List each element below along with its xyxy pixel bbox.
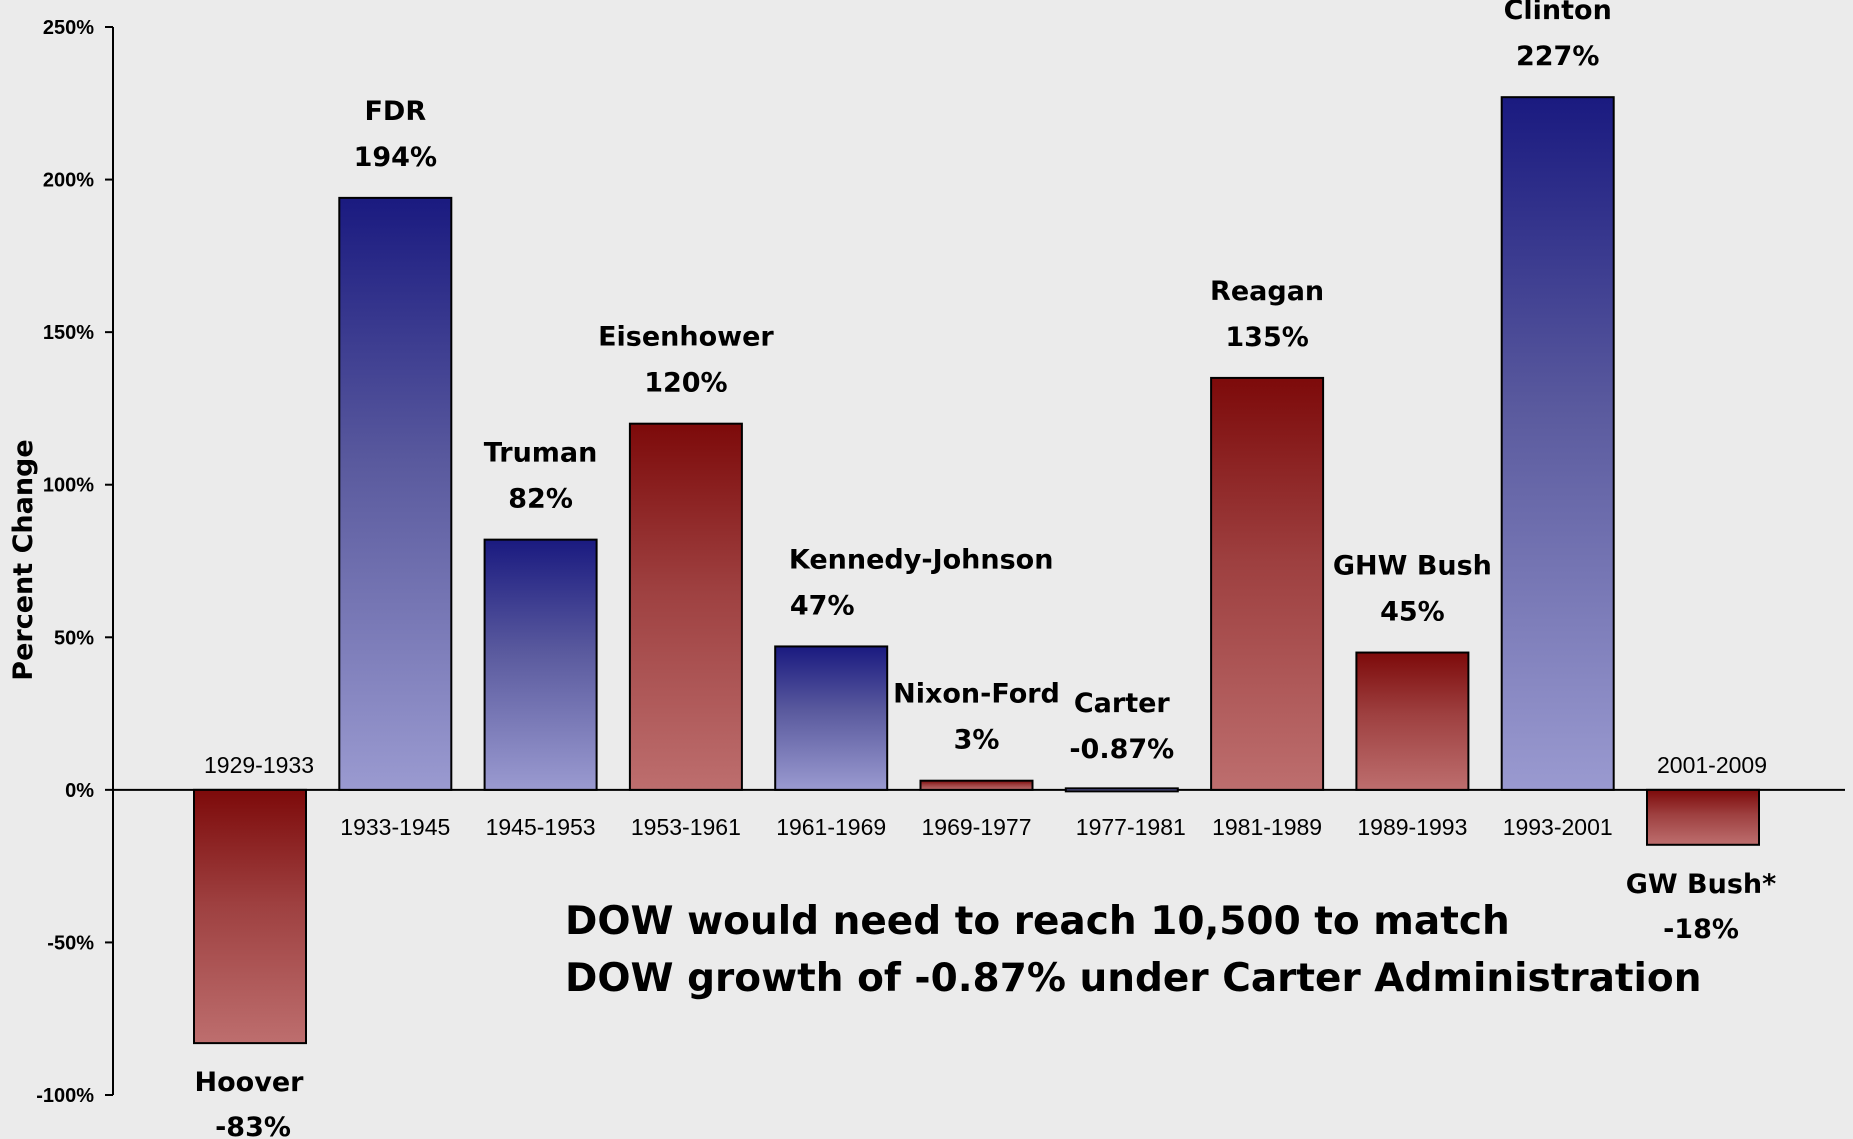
bar-value-label: 82% [508,484,573,515]
x-period-label: 1961-1969 [776,814,886,840]
x-period-label: 1981-1989 [1212,814,1322,840]
president-name-label: Carter [1074,688,1171,719]
bar-value-label: 47% [790,590,855,621]
x-period-label: 1953-1961 [631,814,741,840]
x-period-label: 1993-2001 [1503,814,1613,840]
bar-ghw-bush [1355,651,1470,791]
bar-fdr [338,196,453,791]
bar-value-label: -18% [1663,914,1739,945]
bar-value-label: 3% [954,725,1000,756]
y-tick-label: 50% [54,627,94,649]
bar-labels: 1929-1933 Hoover -83% 1933-1945 FDR 194% 1945-… [195,0,1777,1139]
y-tick-label: 200% [43,170,94,192]
bar-hoover [193,788,307,1045]
president-name-label: Clinton [1504,0,1612,26]
president-name-label: Hoover [195,1067,305,1098]
y-tick-label: 100% [43,475,94,497]
president-name-label: Reagan [1210,276,1324,307]
bar-value-label: -0.87% [1069,734,1174,765]
president-name-label: GHW Bush [1333,551,1492,582]
y-axis-label: Percent Change [8,439,39,680]
x-period-label: 1945-1953 [486,814,596,840]
president-name-label: Nixon-Ford [893,679,1060,710]
bar-value-label: 135% [1225,322,1308,353]
x-period-label: 1929-1933 [204,752,314,778]
y-tick-label: -100% [36,1085,94,1107]
president-name-label: Kennedy-Johnson [789,544,1054,575]
bar-reagan [1210,376,1325,791]
bar-value-label: 120% [644,368,727,399]
annotation-note: DOW would need to reach 10,500 to match D… [565,899,1701,1001]
president-name-label: Truman [484,438,598,469]
bars [193,96,1760,1045]
x-period-label: 1969-1977 [922,814,1032,840]
y-tick-label: -50% [47,932,94,954]
bar-nixon-ford [919,779,1034,791]
bar-eisenhower [628,422,743,791]
annotation-line: DOW would need to reach 10,500 to match [565,899,1510,944]
x-period-label: 2001-2009 [1657,752,1767,778]
bar-kennedy-johnson [774,645,889,791]
bar-value-label: -83% [215,1112,291,1139]
bar-truman [483,538,598,791]
president-name-label: FDR [364,96,426,127]
bar-value-label: 194% [354,142,437,173]
bar-value-label: 227% [1516,41,1599,72]
bar-gw-bush [1646,788,1760,846]
bar-value-label: 45% [1380,597,1445,628]
x-period-label: 1933-1945 [340,814,450,840]
x-period-label: 1977-1981 [1076,814,1186,840]
annotation-line: DOW growth of -0.87% under Carter Admini… [565,956,1701,1001]
y-tick-label: 250% [43,17,94,39]
bar-clinton [1500,96,1615,791]
president-name-label: GW Bush* [1626,869,1777,900]
bar-carter [1064,787,1179,793]
president-name-label: Eisenhower [598,322,774,353]
y-tick-label: 150% [43,322,94,344]
x-period-label: 1989-1993 [1357,814,1467,840]
y-tick-label: 0% [65,780,94,802]
